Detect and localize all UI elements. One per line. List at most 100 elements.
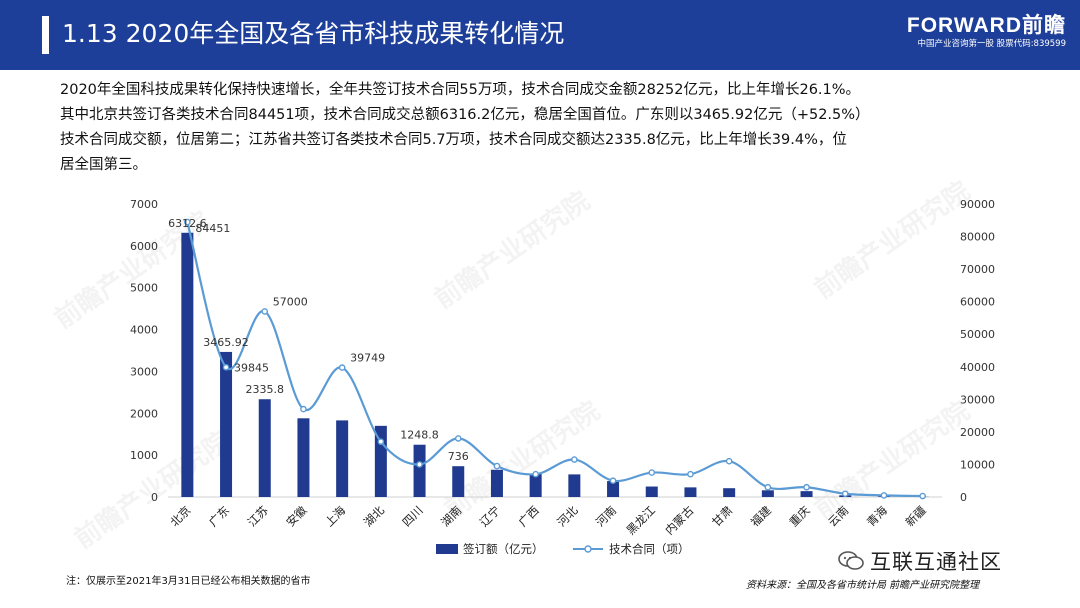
line-point-甘肃	[725, 457, 733, 465]
wechat-badge: 互联互通社区	[838, 546, 1002, 576]
wechat-icon	[838, 551, 864, 571]
bar-上海	[336, 420, 349, 497]
brand-name: FORWARD前瞻	[906, 14, 1066, 37]
x-tick-label: 黑龙江	[624, 503, 659, 538]
bar-甘肃	[723, 488, 736, 497]
line-point-青海	[880, 492, 888, 499]
x-tick-label: 四川	[400, 503, 426, 529]
y-right-tick-label: 80000	[960, 231, 995, 244]
x-tick-label: 北京	[167, 503, 193, 529]
bar-安徽	[297, 418, 310, 497]
bar-河南	[607, 481, 620, 497]
legend-line-marker	[584, 545, 592, 553]
y-right-tick-label: 0	[960, 491, 967, 504]
y-right-tick-label: 10000	[960, 458, 995, 471]
page-title: 1.13 2020年全国及各省市科技成果转化情况	[62, 19, 565, 48]
y-right-tick-label: 70000	[960, 263, 995, 276]
intro-paragraph: 2020年全国科技成果转化保持快速增长，全年共签订技术合同55万项，技术合同成交…	[60, 78, 1060, 178]
bar-重庆	[800, 491, 813, 497]
bar-data-label: 2335.8	[246, 383, 285, 396]
line-point-河南	[609, 477, 617, 485]
line-point-新疆	[919, 492, 926, 500]
line-point-湖北	[377, 438, 385, 445]
x-tick-label: 内蒙古	[662, 503, 696, 537]
line-point-湖南	[454, 435, 462, 442]
line-point-广东	[222, 363, 230, 371]
bar-黑龙江	[645, 486, 658, 497]
line-point-内蒙古	[687, 470, 694, 478]
x-tick-label: 湖北	[361, 503, 388, 530]
x-tick-label: 河北	[554, 503, 581, 530]
bar-data-label: 3465.92	[203, 336, 249, 349]
line-data-label: 39749	[350, 352, 385, 365]
intro-line: 居全国第三。	[60, 157, 147, 173]
line-point-云南	[841, 490, 849, 498]
y-left-tick-label: 2000	[130, 407, 158, 420]
x-tick-label: 重庆	[787, 503, 814, 530]
line-point-江苏	[261, 308, 269, 315]
x-tick-label: 广西	[516, 503, 542, 529]
wechat-account-name: 互联互通社区	[870, 550, 1002, 574]
intro-line: 其中北京共签订各类技术合同84451项，技术合同成交总额6316.2亿元，稳居全…	[60, 107, 870, 123]
x-tick-label: 广东	[206, 503, 232, 529]
x-tick-label: 安徽	[283, 503, 310, 530]
bar-辽宁	[490, 469, 503, 497]
bar-data-label: 6312.6	[168, 217, 207, 230]
legend-line-label: 技术合同（项）	[609, 542, 690, 556]
line-data-label: 57000	[273, 295, 308, 308]
bar-广西	[529, 473, 542, 497]
x-tick-label: 上海	[322, 503, 349, 530]
brand-logo: FORWARD前瞻 中国产业咨询第一股 股票代码:839599	[907, 14, 1066, 50]
bar-河北	[568, 474, 581, 497]
x-tick-label: 甘肃	[709, 503, 735, 529]
line-data-label: 84451	[195, 222, 230, 235]
y-left-tick-label: 6000	[130, 240, 158, 253]
bar-四川	[413, 444, 426, 497]
x-tick-label: 河南	[593, 503, 619, 529]
y-left-tick-label: 0	[151, 491, 158, 504]
header-banner: 1.13 2020年全国及各省市科技成果转化情况 FORWARD前瞻 中国产业咨…	[0, 0, 1080, 70]
x-tick-label: 青海	[864, 503, 891, 530]
bar-北京	[181, 232, 194, 498]
brand-tagline: 中国产业咨询第一股 股票代码:839599	[917, 39, 1066, 49]
line-point-四川	[416, 461, 423, 468]
y-left-tick-label: 1000	[130, 449, 158, 462]
title-accent-bar	[42, 16, 49, 54]
line-point-福建	[764, 483, 772, 491]
y-right-tick-label: 50000	[960, 328, 995, 341]
combo-chart: 0100020003000400050006000700001000020000…	[130, 198, 995, 556]
x-tick-label: 江苏	[245, 503, 271, 529]
y-right-tick-label: 30000	[960, 393, 995, 406]
line-point-安徽	[300, 405, 307, 413]
y-right-tick-label: 60000	[960, 296, 995, 309]
x-tick-label: 辽宁	[477, 503, 503, 529]
bar-江苏	[258, 399, 271, 497]
line-point-广西	[532, 470, 539, 478]
footnote: 注：仅展示至2021年3月31日已经公布相关数据的省市	[66, 576, 311, 587]
line-series-path	[186, 221, 923, 498]
y-right-tick-label: 40000	[960, 361, 995, 374]
x-tick-label: 湖南	[438, 503, 464, 529]
x-tick-label: 新疆	[903, 503, 930, 530]
legend-bar-swatch	[436, 544, 458, 554]
y-left-tick-label: 5000	[130, 282, 158, 295]
line-point-重庆	[803, 483, 810, 491]
x-tick-label: 福建	[748, 503, 775, 530]
line-point-北京	[184, 218, 191, 226]
y-left-tick-label: 4000	[130, 324, 158, 337]
y-right-tick-label: 90000	[960, 198, 995, 211]
source-note: 资料来源：全国及各省市统计局 前瞻产业研究院整理	[746, 580, 980, 591]
bar-湖南	[452, 466, 465, 497]
line-point-河北	[571, 456, 578, 463]
bar-福建	[761, 490, 774, 497]
bar-data-label: 1248.8	[400, 429, 439, 442]
y-left-tick-label: 3000	[130, 365, 158, 378]
intro-line: 技术合同成交额，位居第二；江苏省共签订各类技术合同5.7万项，技术合同成交额达2…	[60, 132, 847, 148]
bar-内蒙古	[684, 487, 697, 497]
line-point-辽宁	[493, 462, 501, 470]
line-point-上海	[338, 364, 346, 371]
bar-广东	[220, 351, 233, 497]
x-tick-label: 云南	[825, 503, 851, 529]
y-left-tick-label: 7000	[130, 198, 158, 211]
y-right-tick-label: 20000	[960, 426, 995, 439]
